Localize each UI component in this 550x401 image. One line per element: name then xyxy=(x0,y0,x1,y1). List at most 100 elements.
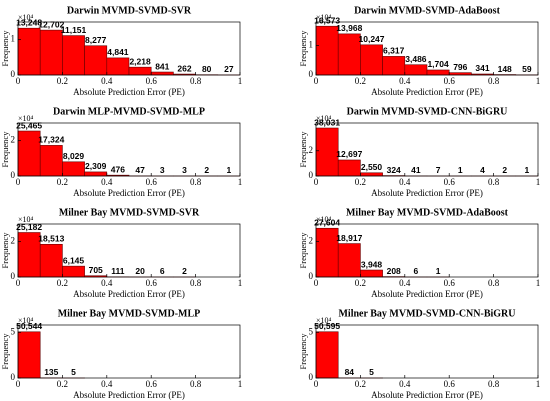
y-axis-label: Frequency xyxy=(298,131,308,168)
bar xyxy=(62,161,85,177)
y-multiplier: ×10⁴ xyxy=(18,114,34,123)
x-tick-label: 0.8 xyxy=(488,278,500,288)
value-label: 38,031 xyxy=(314,117,340,127)
value-label: 4 xyxy=(480,165,485,175)
bar xyxy=(17,331,41,379)
x-tick-label: 0.2 xyxy=(355,177,366,187)
y-tick-label: 5 xyxy=(11,326,16,336)
value-label: 41 xyxy=(411,165,421,175)
bar xyxy=(448,72,472,76)
value-label: 50,544 xyxy=(16,321,42,331)
value-label: 25,465 xyxy=(16,120,42,130)
y-multiplier: ×10⁴ xyxy=(316,114,332,123)
bar xyxy=(106,57,130,76)
x-axis-label: Absolute Prediction Error (PE) xyxy=(371,289,483,299)
value-label: 47 xyxy=(135,165,145,175)
bar xyxy=(17,232,41,278)
value-label: 5 xyxy=(71,367,76,377)
value-label: 12,702 xyxy=(38,19,64,29)
bar xyxy=(150,71,174,76)
bar xyxy=(62,35,85,76)
x-axis-label: Absolute Prediction Error (PE) xyxy=(73,289,185,299)
bar xyxy=(39,29,63,76)
value-label: 2 xyxy=(204,165,209,175)
x-tick-label: 0.6 xyxy=(146,278,158,288)
bar xyxy=(360,269,383,278)
value-label: 148 xyxy=(498,64,512,74)
value-label: 135 xyxy=(44,367,58,377)
value-label: 3 xyxy=(182,165,187,175)
value-label: 84 xyxy=(345,367,355,377)
value-label: 13,248 xyxy=(16,17,42,27)
x-tick-label: 0 xyxy=(16,379,21,389)
value-label: 6,145 xyxy=(63,255,85,265)
y-axis-label: Frequency xyxy=(298,30,308,67)
axes-box xyxy=(17,223,241,278)
axes-box xyxy=(17,122,241,177)
axes-box xyxy=(315,122,539,177)
y-tick-label: 0 xyxy=(309,69,314,79)
x-tick-label: 0 xyxy=(16,76,21,86)
x-tick-label: 1 xyxy=(536,379,541,389)
y-multiplier: ×10⁴ xyxy=(316,316,332,325)
y-axis-label: Frequency xyxy=(0,30,10,67)
x-tick-label: 0.6 xyxy=(146,76,158,86)
value-label: 1,704 xyxy=(427,59,449,69)
x-tick-label: 0.4 xyxy=(101,278,113,288)
axes-box xyxy=(17,324,241,379)
y-tick-label: 1 xyxy=(309,40,314,50)
value-label: 4,841 xyxy=(107,47,129,57)
value-label: 796 xyxy=(453,62,467,72)
value-label: 3,948 xyxy=(361,259,383,269)
x-tick-label: 0.6 xyxy=(444,278,456,288)
x-axis-label: Absolute Prediction Error (PE) xyxy=(371,188,483,198)
panel-title: Milner Bay MVMD-SVMD-SVR xyxy=(59,207,200,218)
x-tick-label: 0 xyxy=(314,278,319,288)
value-label: 208 xyxy=(387,266,401,276)
value-label: 5 xyxy=(369,367,374,377)
x-tick-label: 0.4 xyxy=(399,379,411,389)
x-tick-label: 0 xyxy=(314,379,319,389)
y-multiplier: ×10⁴ xyxy=(316,215,332,224)
bar xyxy=(315,127,339,177)
panel-title: Darwin MLP-MVMD-SVMD-MLP xyxy=(53,106,205,117)
x-tick-label: 0.6 xyxy=(444,379,456,389)
x-tick-label: 0.4 xyxy=(399,76,411,86)
y-multiplier: ×10⁴ xyxy=(18,13,34,22)
axes-box xyxy=(315,21,539,76)
bar xyxy=(337,33,361,76)
bar xyxy=(62,265,85,278)
x-tick-label: 1 xyxy=(536,76,541,86)
axes-box xyxy=(315,324,539,379)
panel-title: Darwin MVMD-SVMD-AdaBoost xyxy=(354,5,500,16)
panel-title: Milner Bay MVMD-SVMD-MLP xyxy=(58,308,201,319)
value-label: 2,550 xyxy=(361,162,383,172)
y-axis-label: Frequency xyxy=(0,131,10,168)
y-axis-label: Frequency xyxy=(298,232,308,269)
x-tick-label: 0.2 xyxy=(355,76,366,86)
y-tick-label: 0 xyxy=(11,271,16,281)
bar xyxy=(315,331,339,379)
value-label: 2,309 xyxy=(85,161,107,171)
value-label: 6,317 xyxy=(383,46,405,56)
panel-title: Milner Bay MVMD-SVMD-AdaBoost xyxy=(346,207,509,218)
bar xyxy=(84,45,108,76)
value-label: 1 xyxy=(458,165,463,175)
value-label: 1 xyxy=(436,266,441,276)
x-axis-label: Absolute Prediction Error (PE) xyxy=(73,87,185,97)
y-tick-label: 2 xyxy=(11,135,16,145)
y-axis-label: Frequency xyxy=(298,333,308,370)
value-label: 17,324 xyxy=(38,135,64,145)
axes-box xyxy=(17,21,241,76)
value-label: 2 xyxy=(502,165,507,175)
value-label: 3,486 xyxy=(405,54,427,64)
value-label: 25,182 xyxy=(16,222,42,232)
y-tick-label: 0 xyxy=(309,271,314,281)
value-label: 111 xyxy=(111,266,125,276)
value-label: 27,604 xyxy=(314,217,340,227)
value-label: 59 xyxy=(522,64,532,74)
bar xyxy=(404,64,428,76)
bar xyxy=(337,243,361,278)
bar xyxy=(315,227,339,278)
